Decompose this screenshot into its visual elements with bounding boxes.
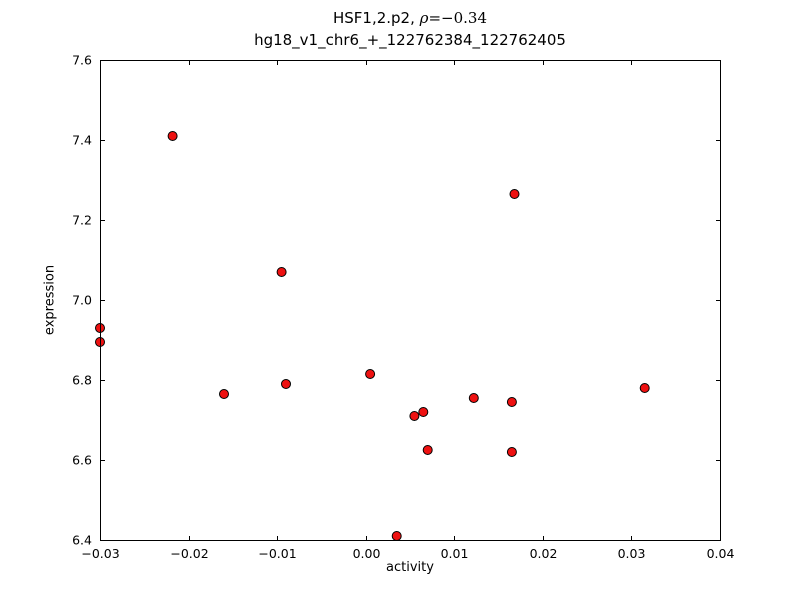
x-tick-label: 0.02 (530, 546, 558, 561)
data-point (639, 383, 650, 393)
y-tick-label: 7.6 (72, 53, 92, 68)
data-point (422, 445, 433, 455)
x-tick-label: 0.01 (441, 546, 469, 561)
data-point (281, 379, 291, 389)
x-axis-label: activity (386, 560, 434, 575)
x-tick-label: −0.02 (170, 546, 208, 561)
x-tick-label: −0.03 (81, 546, 119, 561)
data-point (219, 389, 229, 399)
x-tick-label: 0.04 (707, 546, 735, 561)
y-tick-label: 7.2 (72, 213, 92, 228)
chart-title-text: HSF1,2.p2, (332, 9, 420, 27)
data-point (506, 447, 517, 457)
axes-box (100, 60, 721, 541)
data-point (365, 369, 376, 379)
data-point (506, 397, 517, 407)
data-point (167, 131, 178, 141)
rho-symbol: ρ (419, 9, 429, 27)
y-tick-label: 6.6 (72, 453, 92, 468)
data-point (276, 267, 287, 277)
y-axis-label: expression (42, 264, 58, 336)
data-point (409, 411, 420, 421)
rho-value: =−0.34 (428, 9, 488, 27)
x-tick-label: 0.00 (353, 546, 381, 561)
x-tick-label: 0.03 (618, 546, 646, 561)
data-point (418, 407, 429, 417)
x-tick-label: −0.01 (258, 546, 296, 561)
data-point (468, 393, 479, 403)
y-tick-label: 6.8 (72, 373, 92, 388)
data-point (391, 531, 402, 541)
chart-title-line1: HSF1,2.p2, ρ=−0.34 (100, 8, 720, 28)
data-point (509, 189, 520, 199)
y-tick-label: 7.0 (72, 293, 92, 308)
y-tick-label: 7.4 (72, 133, 92, 148)
chart-title-line2: hg18_v1_chr6_+_122762384_122762405 (254, 31, 566, 49)
y-tick-label: 6.4 (72, 533, 92, 548)
